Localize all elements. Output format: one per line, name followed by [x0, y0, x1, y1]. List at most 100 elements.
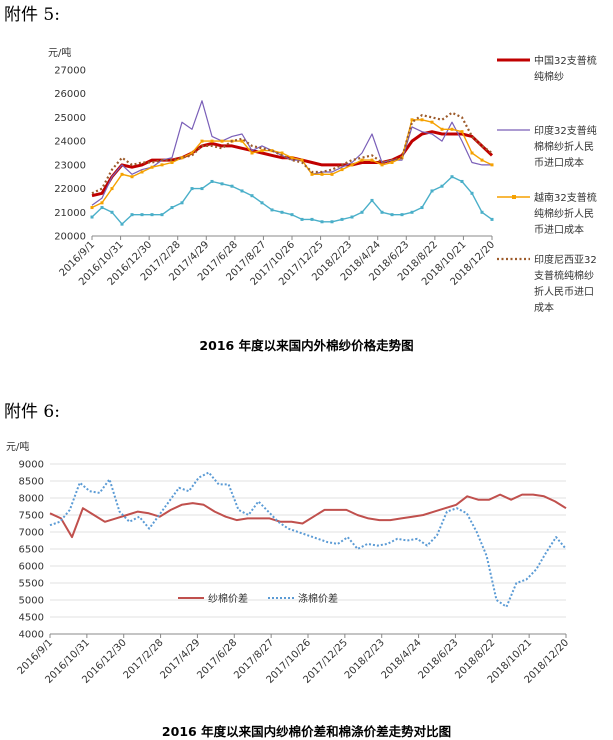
series-5-point: [230, 184, 234, 188]
series-5-point: [110, 210, 114, 214]
series-5-point: [350, 215, 354, 219]
series-5-point: [90, 215, 94, 219]
series-5-point: [290, 213, 294, 217]
series-3-point: [90, 206, 94, 210]
series-3-point: [220, 139, 224, 143]
series-5-point: [160, 213, 164, 217]
series-3-point: [280, 151, 284, 155]
series-3-point: [260, 149, 264, 153]
y-tick-label: 5000: [19, 596, 44, 607]
series-3-point: [170, 160, 174, 164]
y-tick-label: 22000: [54, 184, 86, 195]
series-5-point: [470, 191, 474, 195]
series-3-point: [100, 201, 104, 205]
y-tick-label: 7000: [19, 528, 44, 539]
y-tick-label: 26000: [54, 89, 86, 100]
series-3-point: [210, 139, 214, 143]
series-3-point: [340, 168, 344, 172]
y-tick-label: 8500: [19, 477, 44, 488]
series-3-point: [240, 139, 244, 143]
series-line-1: [49, 493, 567, 539]
y-tick-label: 27000: [54, 66, 86, 77]
chart-caption-5: 2016 年度以来国内外棉纱价格走势图: [199, 338, 414, 353]
series-3-point: [450, 127, 454, 131]
series-3-point: [110, 187, 114, 191]
series-5-point: [280, 210, 284, 214]
y-tick-label: 5500: [19, 579, 44, 590]
series-3-point: [300, 158, 304, 162]
series-5-point: [480, 210, 484, 214]
legend-label-4: 印度尼西亚32 支普梳纯棉纱折人民币进口成本: [534, 253, 597, 314]
series-5-point: [140, 213, 144, 217]
series-5-point: [180, 201, 184, 205]
series-5-point: [460, 179, 464, 183]
series-5-point: [440, 184, 444, 188]
series-line-2: [91, 100, 492, 206]
series-3-point: [160, 163, 164, 167]
series-3-point: [390, 160, 394, 164]
legend-label-3: 越南32支普梳纯棉纱折人民币进口成本: [534, 191, 597, 236]
chart-caption-6: 2016 年度以来国内纱棉价差和棉涤价差走势对比图: [161, 724, 452, 739]
series-5-point: [260, 201, 264, 205]
series-3-point: [480, 158, 484, 162]
y-tick-label: 4500: [19, 613, 44, 624]
y-tick-label: 21000: [54, 208, 86, 219]
y-tick-label: 23000: [54, 160, 86, 171]
section-heading-6: 附件 6:: [4, 402, 60, 422]
y-tick-label: 24000: [54, 137, 86, 148]
series-3-point: [380, 163, 384, 167]
series-3-point: [120, 172, 124, 176]
series-5-point: [300, 217, 304, 221]
series-5-point: [100, 206, 104, 210]
series-3-point: [330, 172, 334, 176]
series-3-point: [370, 158, 374, 162]
series-5-point: [430, 189, 434, 193]
y-tick-label: 9000: [19, 460, 44, 471]
y-tick-label: 25000: [54, 113, 86, 124]
series-3-point: [190, 151, 194, 155]
series-3-point: [250, 151, 254, 155]
legend-label-1: 纱棉价差: [208, 592, 248, 605]
series-5-point: [190, 187, 194, 191]
series-3-point: [200, 139, 204, 143]
series-5-point: [130, 213, 134, 217]
series-5-point: [320, 220, 324, 224]
series-3-point: [430, 120, 434, 124]
series-3-point: [150, 165, 154, 169]
series-5-point: [420, 206, 424, 210]
legend-label-1: 中国32支普梳纯棉纱: [534, 54, 597, 83]
series-3-point: [270, 149, 274, 153]
series-5-point: [240, 189, 244, 193]
legend-label-2: 涤棉价差: [298, 592, 338, 605]
series-3-point: [360, 158, 364, 162]
series-5-point: [360, 210, 364, 214]
series-3-point: [310, 172, 314, 176]
series-3-point: [290, 156, 294, 160]
series-3-point: [140, 170, 144, 174]
y-unit-label: 元/吨: [6, 440, 29, 453]
series-line-4: [91, 111, 493, 195]
series-5-point: [390, 213, 394, 217]
series-3-point: [470, 151, 474, 155]
series-3-point: [130, 175, 134, 179]
series-5-point: [170, 206, 174, 210]
series-line-2: [49, 471, 567, 608]
series-5-point: [380, 210, 384, 214]
series-5-point: [400, 213, 404, 217]
y-tick-label: 8000: [19, 494, 44, 505]
series-5-point: [220, 182, 224, 186]
series-3-point: [420, 118, 424, 122]
x-tick-label: 2016/9/1: [16, 637, 56, 677]
series-3-point: [440, 127, 444, 131]
series-5-point: [250, 194, 254, 198]
y-tick-label: 6000: [19, 562, 44, 573]
legend-label-2: 印度32支普纯棉棉纱折人民币进口成本: [534, 124, 597, 169]
series-3-point: [490, 163, 494, 167]
series-3-point: [180, 156, 184, 160]
series-5-point: [270, 208, 274, 212]
series-5-point: [310, 217, 314, 221]
series-5-point: [120, 222, 124, 226]
y-tick-label: 7500: [19, 511, 44, 522]
